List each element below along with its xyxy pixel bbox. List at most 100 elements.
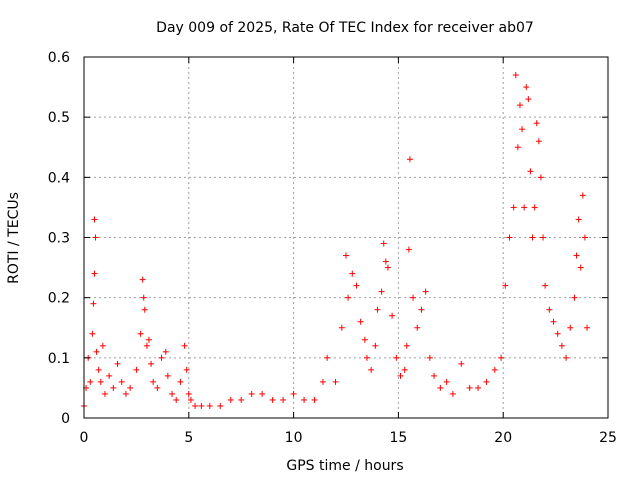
data-point [584,324,591,331]
data-point [410,294,417,301]
data-point [558,342,565,349]
data-point [393,354,400,361]
data-point [512,72,519,79]
data-point [533,120,540,127]
data-point [374,306,381,313]
data-point [414,324,421,331]
x-tick-label: 0 [80,430,89,446]
data-point [338,324,345,331]
ticks-layer: 0 5 10 15 20 25 0 0.1 0.2 0.3 0.4 0.5 0.6 [48,50,617,446]
data-point [510,204,517,211]
data-point [173,396,180,403]
data-point [133,366,140,373]
data-point [506,234,513,241]
data-point [491,366,498,373]
data-point [324,354,331,361]
data-point [118,378,125,385]
data-point [405,246,412,253]
data-point [403,342,410,349]
data-point [97,378,104,385]
data-point [143,342,150,349]
data-point [206,402,213,409]
y-tick-label: 0.2 [48,291,70,307]
data-point [563,354,570,361]
data-point [380,240,387,247]
y-tick-label: 0.1 [48,351,70,367]
data-point [514,144,521,151]
x-tick-label: 20 [494,430,512,446]
data-point [535,138,542,145]
data-point [192,402,199,409]
data-point [554,330,561,337]
data-point [372,342,379,349]
data-point [540,234,547,241]
data-point [181,342,188,349]
data-point [238,396,245,403]
data-point [91,270,98,277]
data-point [466,384,473,391]
data-point [529,234,536,241]
data-point [368,366,375,373]
data-point [397,372,404,379]
data-point [357,318,364,325]
data-point [401,366,408,373]
data-point [483,378,490,385]
data-point [95,366,102,373]
data-point [384,264,391,271]
data-point [579,192,586,199]
points-layer [81,72,591,409]
data-point [378,288,385,295]
y-axis-label: ROTI / TECUs [6,192,22,284]
data-point [523,84,530,91]
data-point [531,204,538,211]
data-point [527,168,534,175]
data-point [110,384,117,391]
data-point [443,378,450,385]
data-point [91,216,98,223]
data-point [177,378,184,385]
y-tick-label: 0 [61,411,70,427]
data-point [542,282,549,289]
data-point [345,294,352,301]
data-point [162,348,169,355]
chart-title: Day 009 of 2025, Rate Of TEC Index for r… [156,20,534,36]
data-point [422,288,429,295]
y-tick-label: 0.4 [48,170,70,186]
data-point [140,294,147,301]
data-point [90,300,97,307]
data-point [139,276,146,283]
y-tick-label: 0.3 [48,231,70,247]
data-point [141,306,148,313]
data-point [389,312,396,319]
data-point [519,126,526,133]
data-point [99,342,106,349]
data-point [269,396,276,403]
data-point [127,384,134,391]
grid-layer [84,57,608,418]
data-point [406,156,413,163]
data-point [145,336,152,343]
data-point [154,384,161,391]
x-tick-label: 5 [184,430,193,446]
data-point [516,102,523,109]
data-point [259,390,266,397]
data-point [431,372,438,379]
data-point [521,204,528,211]
data-point [502,282,509,289]
data-point [353,282,360,289]
x-tick-label: 15 [389,430,407,446]
data-point [575,216,582,223]
data-point [89,330,96,337]
data-point [227,396,234,403]
data-point [301,396,308,403]
data-point [150,378,157,385]
data-point [158,354,165,361]
data-point [418,306,425,313]
data-point [169,390,176,397]
data-point [525,96,532,103]
data-point [122,390,129,397]
data-point [537,174,544,181]
data-point [581,234,588,241]
data-point [571,294,578,301]
data-point [426,354,433,361]
